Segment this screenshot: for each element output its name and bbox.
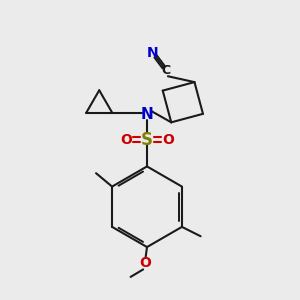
- Text: O: O: [162, 133, 174, 146]
- Text: O: O: [120, 133, 132, 146]
- Text: N: N: [141, 107, 153, 122]
- Text: C: C: [162, 64, 171, 77]
- Text: O: O: [140, 256, 152, 271]
- Text: N: N: [147, 46, 159, 60]
- Text: S: S: [141, 130, 153, 148]
